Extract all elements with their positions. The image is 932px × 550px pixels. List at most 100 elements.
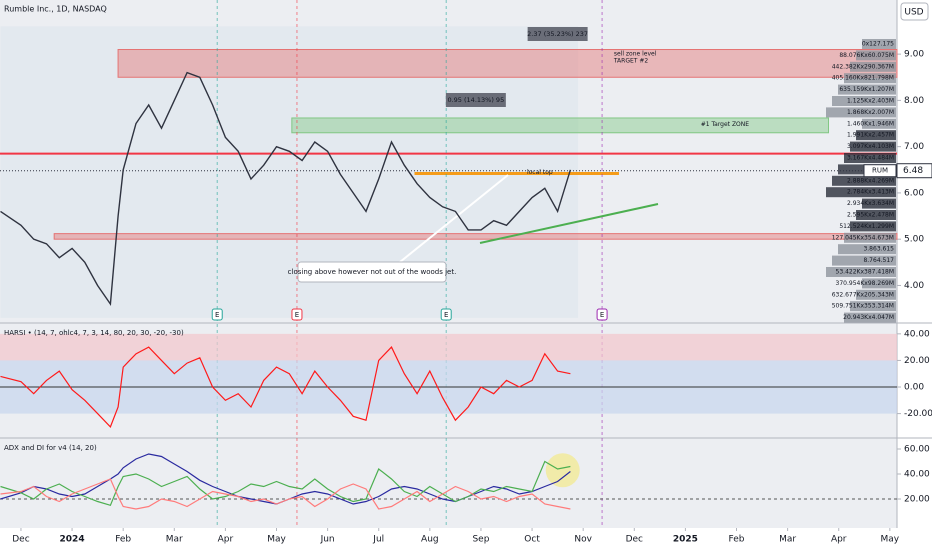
volume-label: 53.422Kx387.418M [836, 269, 894, 276]
measure-box [527, 27, 588, 41]
volume-label: 512.524Kx1.299M [839, 223, 894, 230]
x-tick-label: Apr [831, 535, 847, 545]
y-tick-label: 20.00 [904, 495, 930, 505]
volume-label: 442.382Kx290.367M [832, 63, 894, 70]
volume-bar [838, 244, 896, 255]
volume-bar [856, 130, 896, 141]
event-label: E [295, 311, 299, 319]
x-tick-label: 2025 [673, 535, 698, 545]
measure-label: 2.37 (35.23%) 237 [527, 30, 588, 38]
x-tick-label: Sep [472, 535, 489, 545]
measure-label: 0.95 (14.13%) 95 [447, 96, 504, 104]
x-tick-label: Dec [12, 535, 29, 545]
volume-bar [862, 198, 896, 209]
volume-bar [832, 255, 896, 266]
y-tick-label: 8.00 [904, 96, 924, 106]
price-axis [897, 0, 932, 550]
ob-band [0, 333, 897, 361]
x-tick-label: Jul [372, 535, 384, 545]
volume-bar [844, 312, 896, 323]
x-tick-label: Apr [218, 535, 234, 545]
x-tick-label: Nov [574, 535, 592, 545]
volume-bar [862, 118, 896, 129]
measure-box [445, 93, 506, 107]
y-tick-label: -20.00 [904, 409, 932, 419]
y-tick-label: 20.00 [904, 356, 930, 366]
indicator-title: ADX and DI for v4 (14, 20) [4, 444, 97, 452]
volume-bar [862, 278, 896, 289]
ticker: RUM [872, 167, 888, 175]
volume-bar [856, 50, 896, 61]
event-label: E [444, 311, 448, 319]
volume-label: 2.934Kx3.634M [847, 200, 894, 207]
volume-label: 405.160Kx821.798M [832, 75, 894, 82]
callout-line [399, 174, 509, 263]
volume-bar [838, 84, 896, 95]
annotation-box [297, 261, 447, 283]
x-tick-label: Feb [729, 535, 745, 545]
volume-label: 1.868Kx2.007M [847, 109, 894, 116]
volume-bar [832, 96, 896, 106]
trendline [479, 203, 659, 244]
y-tick-label: 6.00 [904, 188, 924, 198]
y-tick-label: 40.00 [904, 470, 930, 480]
volume-bar [826, 187, 896, 198]
volume-bar [850, 61, 896, 72]
x-tick-label: Mar [166, 535, 183, 545]
event-label: E [215, 311, 219, 319]
volume-bar [850, 221, 896, 232]
volume-label: 632.677Kx205.343M [832, 291, 894, 298]
volume-label: 88.076Kx60.075M [839, 52, 894, 59]
x-tick-label: May [267, 535, 286, 545]
volume-label: 635.159Kx1.207M [839, 86, 894, 93]
x-tick-label: Mar [779, 535, 796, 545]
y-tick-label: 9.00 [904, 50, 924, 60]
currency-button[interactable] [900, 2, 929, 21]
volume-bar [826, 267, 896, 277]
volume-bar [856, 289, 896, 300]
y-tick-label: 4.00 [904, 281, 924, 291]
indicator-title: HARSI • (14, 7, ohlc4, 7, 3, 14, 80, 20,… [4, 329, 184, 337]
event-badge [291, 308, 303, 321]
volume-label: 3.167Kx4.484M [847, 155, 894, 162]
x-tick-label: 2024 [60, 535, 85, 545]
y-tick-label: 5.00 [904, 235, 924, 245]
volume-bar [844, 73, 896, 84]
volume-label: 127.045Kx354.673M [832, 234, 894, 241]
level-label: local top [527, 169, 553, 176]
y-tick-label: 60.00 [904, 445, 930, 455]
currency[interactable]: USD [904, 8, 923, 18]
x-tick-label: Feb [115, 535, 131, 545]
volume-label: 0x127.175 [862, 41, 894, 48]
volume-label: 3.863.615 [863, 246, 894, 253]
price-label: 6.48 [903, 166, 923, 176]
volume-label: 1.991Kx2.457M [847, 132, 894, 139]
x-tick-label: Jun [320, 535, 335, 545]
volume-label: 3.097Kx4.103M [847, 143, 894, 150]
ticker-tag [863, 164, 897, 178]
series-line [0, 71, 572, 306]
y-tick-label: 40.00 [904, 329, 930, 339]
volume-label: 2.595Kx2.478M [847, 212, 894, 219]
volume-bar [826, 107, 896, 118]
volume-label: 2.784Kx3.413M [847, 189, 894, 196]
series-line [0, 346, 571, 428]
volume-bar [856, 210, 896, 220]
event-badge [211, 308, 223, 321]
price-tag [896, 163, 932, 179]
volume-label: 1.460Kx1.946M [847, 120, 894, 127]
zone [53, 233, 898, 240]
volume-bar [862, 39, 896, 49]
x-tick-label: Dec [626, 535, 643, 545]
annotation: closing above however not out of the woo… [288, 268, 457, 276]
zone [117, 49, 898, 78]
volume-label: 1.125Kx2.403M [847, 98, 894, 105]
x-tick-label: Oct [524, 535, 540, 545]
zone-label: #1 Target ZONE [701, 120, 750, 127]
zone-label: sell zone level TARGET #2 [613, 50, 657, 64]
volume-label: 2.888Kx4.269M [847, 177, 894, 184]
volume-label: 509.751Kx353.314M [832, 303, 894, 310]
x-tick-label: May [881, 535, 900, 545]
zone [291, 117, 830, 134]
